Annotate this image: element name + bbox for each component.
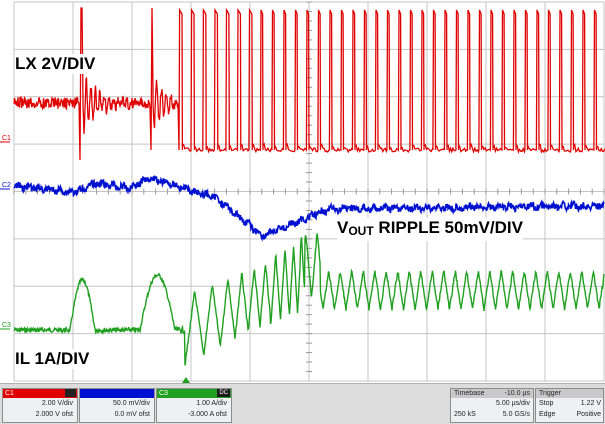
channel-1-offset: 2.000 V ofst [35,411,73,418]
switch-node-trace [13,7,605,161]
timebase-title: Timebase [454,390,485,397]
channel-3-box[interactable]: C3 DC 1.00 A/div -3.000 A ofst [156,388,232,423]
channel-3-id: C3 [159,390,168,397]
channel-2-offset: 0.0 mV ofst [114,411,150,418]
trigger-level: 1.22 V [580,400,601,407]
trigger-type: Edge [539,411,556,418]
channel-1-id: C1 [5,390,14,397]
channel-1-box[interactable]: C1 2.00 V/div 2.000 V ofst [2,388,78,423]
channel-1-tag [65,389,76,397]
ch3-marker: C3 [2,322,11,329]
channel-3-offset: -3.000 A ofst [188,411,227,418]
channel-3-header: C3 DC [157,389,231,398]
status-bar: C1 2.00 V/div 2.000 V ofst 50.0 mV/div 0… [0,383,605,424]
vout-sub: OUT [348,224,374,238]
ch2-marker: C2 [2,182,11,189]
channel-2-box[interactable]: 50.0 mV/div 0.0 mV ofst [79,388,155,423]
timebase-row-1: 5.00 µs/div [451,398,533,409]
channel-1-scale: 2.00 V/div [41,400,73,407]
ch1-marker: C1 [2,135,11,142]
channel-2-scale: 50.0 mV/div [113,400,150,407]
trigger-header: Trigger [536,389,603,398]
channel-1-header: C1 [3,389,77,398]
trigger-row-1: Stop 1.22 V [536,398,603,409]
channel-3-scale: 1.00 A/div [196,400,227,407]
inductor-current-trace [13,233,605,366]
vout-rest: RIPPLE 50mV/DIV [373,218,523,237]
timebase-rate: 5.0 GS/s [502,411,530,418]
trigger-position-marker [182,377,190,383]
trigger-row-2: Edge Positive [536,409,603,420]
timebase-header: Timebase -10.0 µs [451,389,533,398]
timebase-div: 5.00 µs/div [496,400,530,407]
trigger-title: Trigger [539,390,561,397]
waveform-plot [0,1,605,383]
channel-2-header [80,389,154,398]
lx-label: LX 2V/DIV [15,54,96,74]
trigger-mode: Stop [539,400,554,407]
trigger-box[interactable]: Trigger Stop 1.22 V Edge Positive [535,388,604,423]
timebase-samples: 250 kS [454,411,476,418]
vout-label: VOUT RIPPLE 50mV/DIV [337,218,523,241]
timebase-row-2: 250 kS 5.0 GS/s [451,409,533,420]
channel-3-coupling: DC [217,389,230,397]
timebase-value: -10.0 µs [504,390,530,397]
output-ripple-trace [13,174,605,242]
vout-main: V [337,218,349,237]
il-label: IL 1A/DIV [15,349,90,369]
trigger-slope: Positive [576,411,601,418]
scope-screen: LX 2V/DIV VOUT RIPPLE 50mV/DIV IL 1A/DIV… [0,0,605,383]
timebase-box[interactable]: Timebase -10.0 µs 5.00 µs/div 250 kS 5.0… [450,388,534,423]
